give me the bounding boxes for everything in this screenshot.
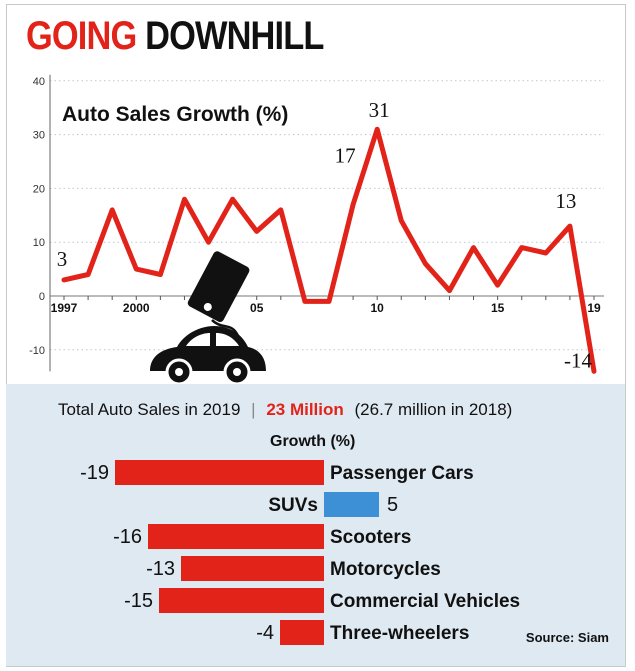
bar bbox=[280, 620, 324, 645]
bar-chart: Total Auto Sales in 2019 | 23 Million (2… bbox=[58, 400, 609, 645]
bar bbox=[324, 492, 379, 517]
bar-value-label: -4 bbox=[256, 622, 274, 644]
bar bbox=[148, 524, 324, 549]
point-annotations: 3 17 31 13 -14 bbox=[57, 98, 593, 372]
x-tick-label: 19 bbox=[587, 301, 601, 315]
bar bbox=[115, 460, 324, 485]
bottom-panel: Total Auto Sales in 2019 | 23 Million (2… bbox=[6, 384, 625, 666]
headline: GOING DOWNHILL bbox=[26, 16, 324, 56]
y-tick-label: 10 bbox=[33, 237, 45, 249]
bar-value-label: 5 bbox=[387, 494, 398, 516]
bar bbox=[181, 556, 324, 581]
point-annotation: 17 bbox=[335, 144, 356, 168]
point-annotation: 31 bbox=[369, 98, 390, 122]
x-axis-ticks: 1997 2000 05 10 15 19 bbox=[51, 296, 601, 315]
bar-value-label: -16 bbox=[113, 526, 142, 548]
summary-highlight: 23 Million bbox=[266, 400, 343, 419]
y-tick-label: 30 bbox=[33, 130, 45, 142]
summary-separator: | bbox=[251, 400, 255, 419]
bar-category-label: Commercial Vehicles bbox=[330, 591, 520, 612]
grid-lines bbox=[49, 74, 604, 372]
headline-going: GOING bbox=[26, 14, 137, 58]
line-chart-title: Auto Sales Growth (%) bbox=[62, 103, 288, 126]
y-tick-label: -10 bbox=[29, 345, 45, 357]
line-chart: -10 0 10 20 30 40 1997 2000 05 10 15 19 Auto Sales… bbox=[29, 74, 604, 384]
y-tick-label: 40 bbox=[33, 76, 45, 88]
bar-chart-title: Growth (%) bbox=[270, 433, 355, 450]
x-tick-label: 1997 bbox=[51, 301, 78, 315]
bars: -19 Passenger Cars SUVs 5 -16 Scooters -13 Moto… bbox=[80, 460, 520, 645]
summary-line: Total Auto Sales in 2019 | 23 Million (2… bbox=[58, 400, 512, 419]
y-tick-label: 20 bbox=[33, 183, 45, 195]
bar-value-label: -13 bbox=[146, 558, 175, 580]
car-icon bbox=[150, 251, 266, 384]
bar bbox=[159, 588, 324, 613]
y-tick-label: 0 bbox=[39, 291, 45, 303]
summary-prefix: Total Auto Sales in 2019 bbox=[58, 400, 240, 419]
x-tick-label: 10 bbox=[371, 301, 385, 315]
bar-value-label: -19 bbox=[80, 462, 109, 484]
point-annotation: -14 bbox=[564, 348, 592, 372]
bar-category-label: Motorcycles bbox=[330, 559, 441, 580]
summary-suffix: (26.7 million in 2018) bbox=[355, 400, 513, 419]
bar-category-label: SUVs bbox=[268, 495, 318, 516]
bar-category-label: Three-wheelers bbox=[330, 623, 469, 644]
x-tick-label: 05 bbox=[250, 301, 264, 315]
x-tick-label: 15 bbox=[491, 301, 505, 315]
y-axis-ticks: -10 0 10 20 30 40 bbox=[29, 76, 45, 357]
line-series bbox=[61, 126, 597, 374]
point-annotation: 3 bbox=[57, 247, 68, 271]
bar-category-label: Scooters bbox=[330, 527, 411, 548]
source-note: Source: Siam bbox=[526, 630, 609, 645]
headline-downhill: DOWNHILL bbox=[145, 14, 324, 58]
bar-category-label: Passenger Cars bbox=[330, 463, 474, 484]
x-tick-label: 2000 bbox=[123, 301, 150, 315]
point-annotation: 13 bbox=[555, 189, 576, 213]
bar-value-label: -15 bbox=[124, 590, 153, 612]
